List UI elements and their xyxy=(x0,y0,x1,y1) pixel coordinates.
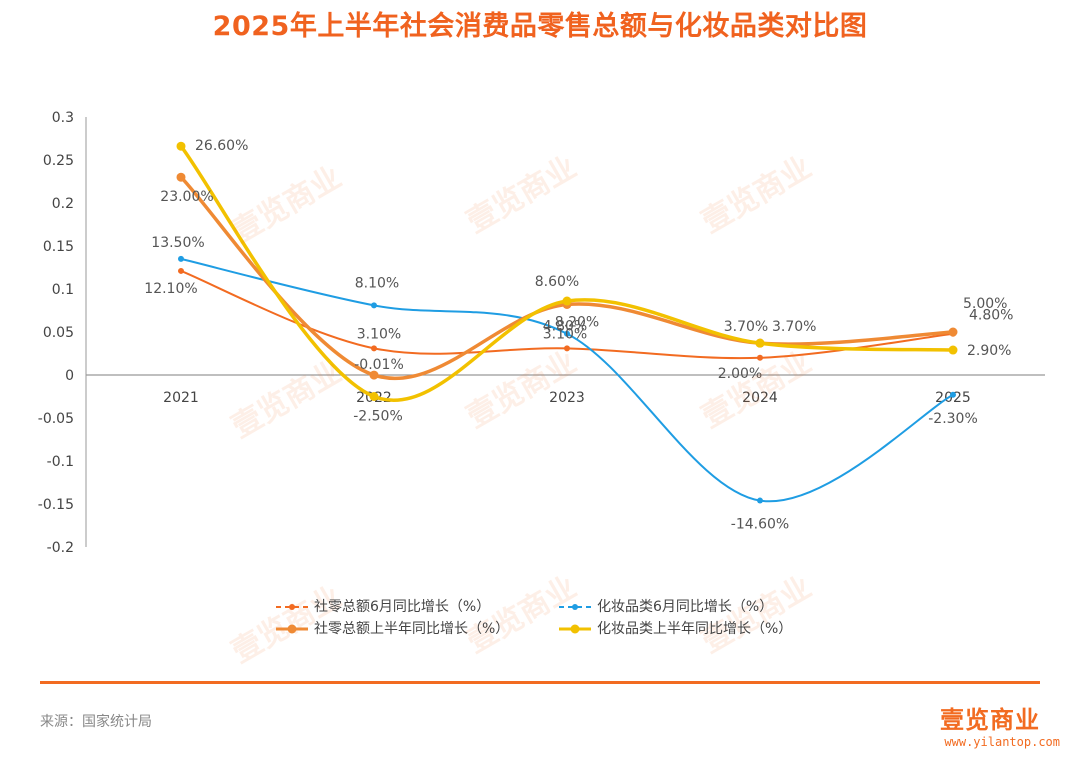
legend-swatch-dashed-orange xyxy=(276,604,308,610)
data-label: 13.50% xyxy=(151,235,204,251)
source-note: 来源：国家统计局 xyxy=(40,714,152,730)
data-label: 8.20% xyxy=(555,314,599,330)
series-cosmetics-h1-line xyxy=(179,144,955,403)
data-label: 12.10% xyxy=(144,281,197,297)
series-cosmetics-june-line xyxy=(180,257,954,503)
data-point xyxy=(371,302,377,309)
data-point xyxy=(950,391,956,398)
data-label: 8.10% xyxy=(355,275,399,291)
data-label: 4.80% xyxy=(969,308,1013,324)
data-point xyxy=(755,338,765,348)
brand-logo: 壹览商业 xyxy=(940,706,1040,734)
brand-url: www.yilantop.com xyxy=(944,735,1060,749)
series-social-retail-h1-line xyxy=(179,175,955,381)
legend-swatch-solid-orange xyxy=(276,624,308,634)
y-tick-label: 0.15 xyxy=(43,239,74,255)
x-tick-label: 2025 xyxy=(935,390,971,406)
legend-label: 社零总额上半年同比增长（%） xyxy=(314,621,510,637)
y-tick-label: -0.15 xyxy=(38,497,74,513)
line-chart: 0.3 0.25 0.2 0.15 0.1 0.05 0 -0.05 -0.1 -0.15 -0.2… xyxy=(38,110,1045,556)
data-label: -0.01% xyxy=(354,357,404,373)
data-point xyxy=(371,345,377,352)
footer-divider xyxy=(40,681,1040,684)
legend-item: 化妆品类上半年同比增长（%） xyxy=(557,618,792,638)
data-label: 3.10% xyxy=(357,326,401,342)
legend-label: 化妆品类6月同比增长（%） xyxy=(597,599,774,615)
chart-title: 2025年上半年社会消费品零售总额与化妆品类对比图 xyxy=(212,11,868,42)
data-point xyxy=(178,267,184,274)
x-tick-label: 2023 xyxy=(549,390,585,406)
data-label: 26.60% xyxy=(195,138,248,154)
data-point xyxy=(948,327,958,337)
data-label: 4.80% xyxy=(543,319,587,335)
y-tick-label: -0.05 xyxy=(38,411,74,427)
legend-item: 化妆品类6月同比增长（%） xyxy=(557,596,773,616)
data-label: 3.70% xyxy=(724,319,768,335)
data-point xyxy=(564,345,570,352)
data-label: 3.10% xyxy=(543,326,587,342)
x-tick-label: 2021 xyxy=(163,390,199,406)
y-tick-label: -0.2 xyxy=(47,540,74,556)
data-point xyxy=(178,255,184,262)
data-point xyxy=(757,497,763,504)
data-label: -2.30% xyxy=(928,411,978,427)
data-point xyxy=(369,370,379,380)
legend-swatch-dashed-blue xyxy=(559,604,591,610)
y-tick-label: 0.1 xyxy=(52,282,74,298)
data-point xyxy=(176,172,186,182)
data-label: 5.00% xyxy=(963,296,1007,312)
data-point xyxy=(564,330,570,337)
data-point xyxy=(369,392,379,401)
legend-item: 社零总额上半年同比增长（%） xyxy=(274,618,509,638)
data-label: 23.00% xyxy=(160,189,213,205)
y-tick-label: -0.1 xyxy=(47,454,74,470)
legend-item: 社零总额6月同比增长（%） xyxy=(274,596,490,616)
data-point xyxy=(562,296,572,306)
data-label: 2.90% xyxy=(967,343,1011,359)
y-tick-label: 0.05 xyxy=(43,325,74,341)
legend-label: 社零总额6月同比增长（%） xyxy=(314,599,491,615)
data-point xyxy=(948,345,958,355)
y-tick-label: 0.2 xyxy=(52,196,74,212)
y-tick-label: 0 xyxy=(65,368,74,384)
data-label: 3.70% xyxy=(772,319,816,335)
data-label: 2.00% xyxy=(718,366,762,382)
x-tick-label: 2024 xyxy=(742,390,778,406)
data-label: 8.60% xyxy=(535,274,579,290)
data-point xyxy=(757,354,763,361)
y-tick-label: 0.25 xyxy=(43,153,74,169)
data-label: -14.60% xyxy=(731,517,789,533)
legend-swatch-solid-yellow xyxy=(559,624,591,634)
legend-label: 化妆品类上半年同比增长（%） xyxy=(597,621,793,637)
data-label: -2.50% xyxy=(353,409,403,425)
y-tick-label: 0.3 xyxy=(52,110,74,126)
data-point xyxy=(176,141,186,151)
